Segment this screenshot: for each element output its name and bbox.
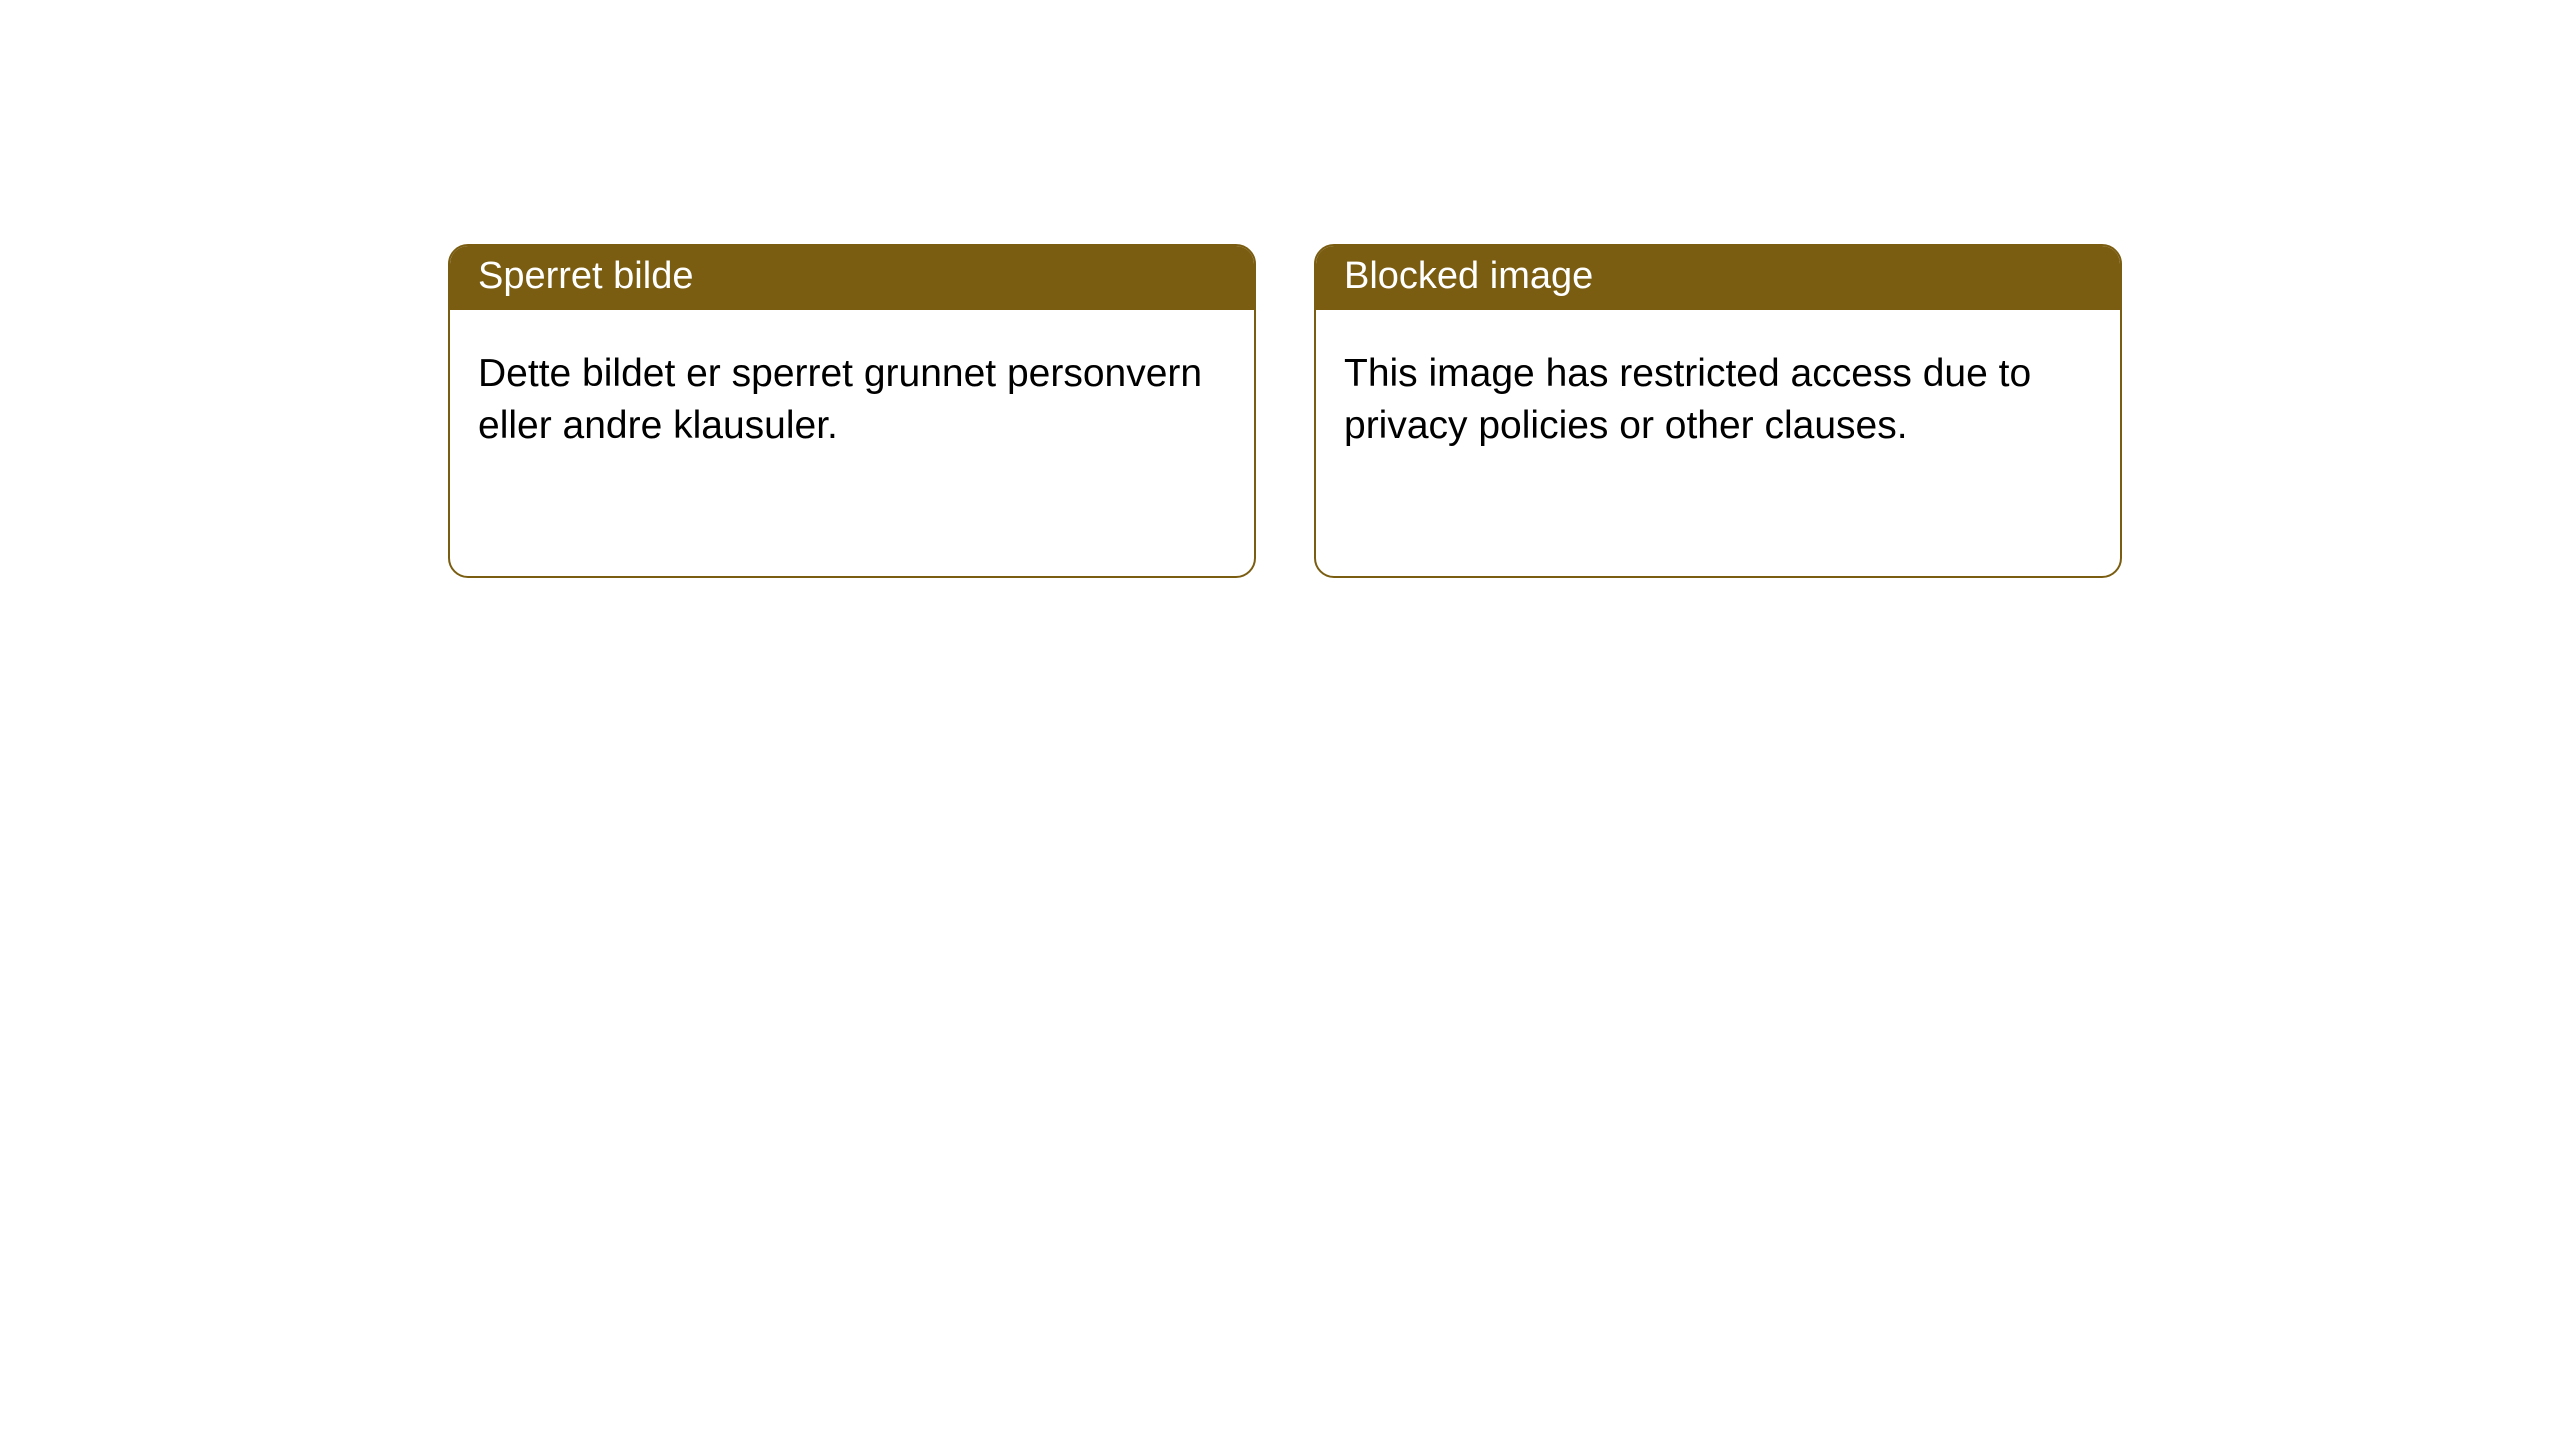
card-body-no: Dette bildet er sperret grunnet personve… (450, 310, 1254, 481)
card-header-en: Blocked image (1316, 246, 2120, 310)
card-header-no: Sperret bilde (450, 246, 1254, 310)
card-body-en: This image has restricted access due to … (1316, 310, 2120, 481)
blocked-image-card-en: Blocked image This image has restricted … (1314, 244, 2122, 578)
notice-container: Sperret bilde Dette bildet er sperret gr… (0, 0, 2560, 578)
blocked-image-card-no: Sperret bilde Dette bildet er sperret gr… (448, 244, 1256, 578)
